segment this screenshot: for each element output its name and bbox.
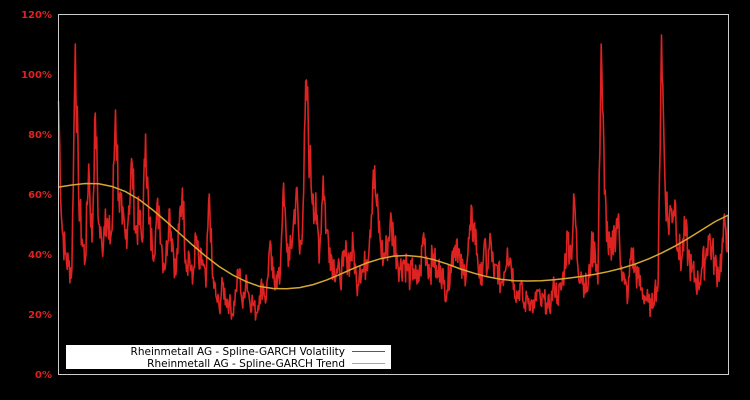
y-axis-tick-labels: 0% 20% 40% 60% 80% 100% 120%	[21, 10, 52, 381]
y-tick-label: 0%	[35, 370, 52, 381]
legend: Rheinmetall AG - Spline-GARCH Volatility…	[66, 345, 391, 370]
y-tick-label: 120%	[21, 10, 52, 21]
legend-label-trend: Rheinmetall AG - Spline-GARCH Trend	[147, 358, 345, 370]
trend-series-line	[58, 182, 729, 290]
legend-label-volatility: Rheinmetall AG - Spline-GARCH Volatility	[131, 346, 345, 358]
y-tick-label: 40%	[28, 250, 52, 261]
plot-area	[57, 34, 729, 321]
y-tick-label: 60%	[28, 190, 52, 201]
y-tick-label: 100%	[21, 70, 52, 81]
legend-box	[66, 345, 391, 369]
plot-frame	[58, 14, 729, 375]
y-tick-label: 80%	[28, 130, 52, 141]
y-tick-label: 20%	[28, 310, 52, 321]
